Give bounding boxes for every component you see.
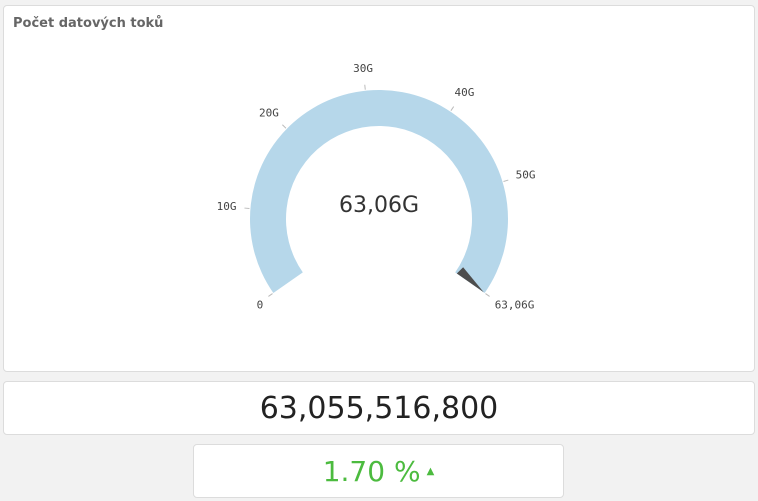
chart-title: Počet datových toků — [13, 16, 163, 31]
tick-label: 20G — [259, 107, 279, 120]
tick-label: 0 — [257, 299, 264, 312]
tick-label: 50G — [516, 168, 536, 181]
gauge-needle — [456, 267, 484, 293]
tick-label: 30G — [353, 62, 373, 75]
kpi-panel: 63,055,516,800 — [3, 381, 755, 435]
tick-mark — [485, 293, 490, 297]
chart: Počet datových toků 63,06G 0 10G 20G 30G 40G 5… — [13, 16, 536, 312]
tick-mark — [364, 84, 366, 90]
tick-mark — [450, 106, 455, 111]
kpi-value: 63,055,516,800 — [259, 390, 499, 426]
gauge-arc — [249, 90, 509, 293]
gauge-panel: Počet datových toků 63,06G 0 10G 20G 30G 40G 5… — [3, 5, 755, 372]
change-value: 1.70 % — [322, 454, 421, 488]
change-panel: 1.70 % ▲ — [193, 444, 564, 498]
up-caret: ▲ — [426, 465, 435, 477]
tick-mark — [268, 293, 273, 297]
tick-label: 63,06G — [495, 299, 535, 312]
tick-label: 40G — [455, 86, 475, 99]
tick-label: 10G — [217, 200, 237, 213]
tick-mark — [282, 124, 287, 129]
tick-mark — [503, 179, 509, 182]
gauge-value-label: 63,06G — [339, 193, 419, 218]
